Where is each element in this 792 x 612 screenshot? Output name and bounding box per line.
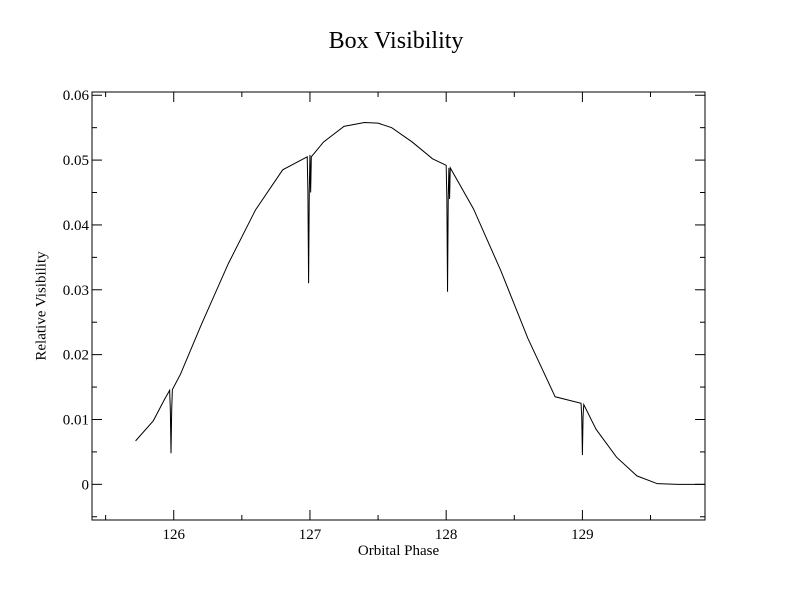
y-tick-label: 0.06 xyxy=(63,88,90,104)
x-axis-label: Orbital Phase xyxy=(357,543,440,559)
x-tick-label: 128 xyxy=(435,527,458,543)
y-axis-label: Relative Visibility xyxy=(33,251,50,361)
y-tick-label: 0.03 xyxy=(63,283,89,299)
chart-title: Box Visibility xyxy=(328,28,464,54)
y-tick-label: 0.04 xyxy=(63,218,90,234)
x-tick-label: 129 xyxy=(571,527,594,543)
y-tick-label: 0 xyxy=(82,477,90,493)
y-tick-label: 0.01 xyxy=(63,412,89,428)
y-tick-label: 0.02 xyxy=(63,348,89,364)
y-tick-label: 0.05 xyxy=(63,153,89,169)
x-tick-label: 126 xyxy=(162,527,185,543)
plot-frame xyxy=(91,91,706,521)
x-tick-label: 127 xyxy=(299,527,322,543)
series-line xyxy=(135,121,705,485)
